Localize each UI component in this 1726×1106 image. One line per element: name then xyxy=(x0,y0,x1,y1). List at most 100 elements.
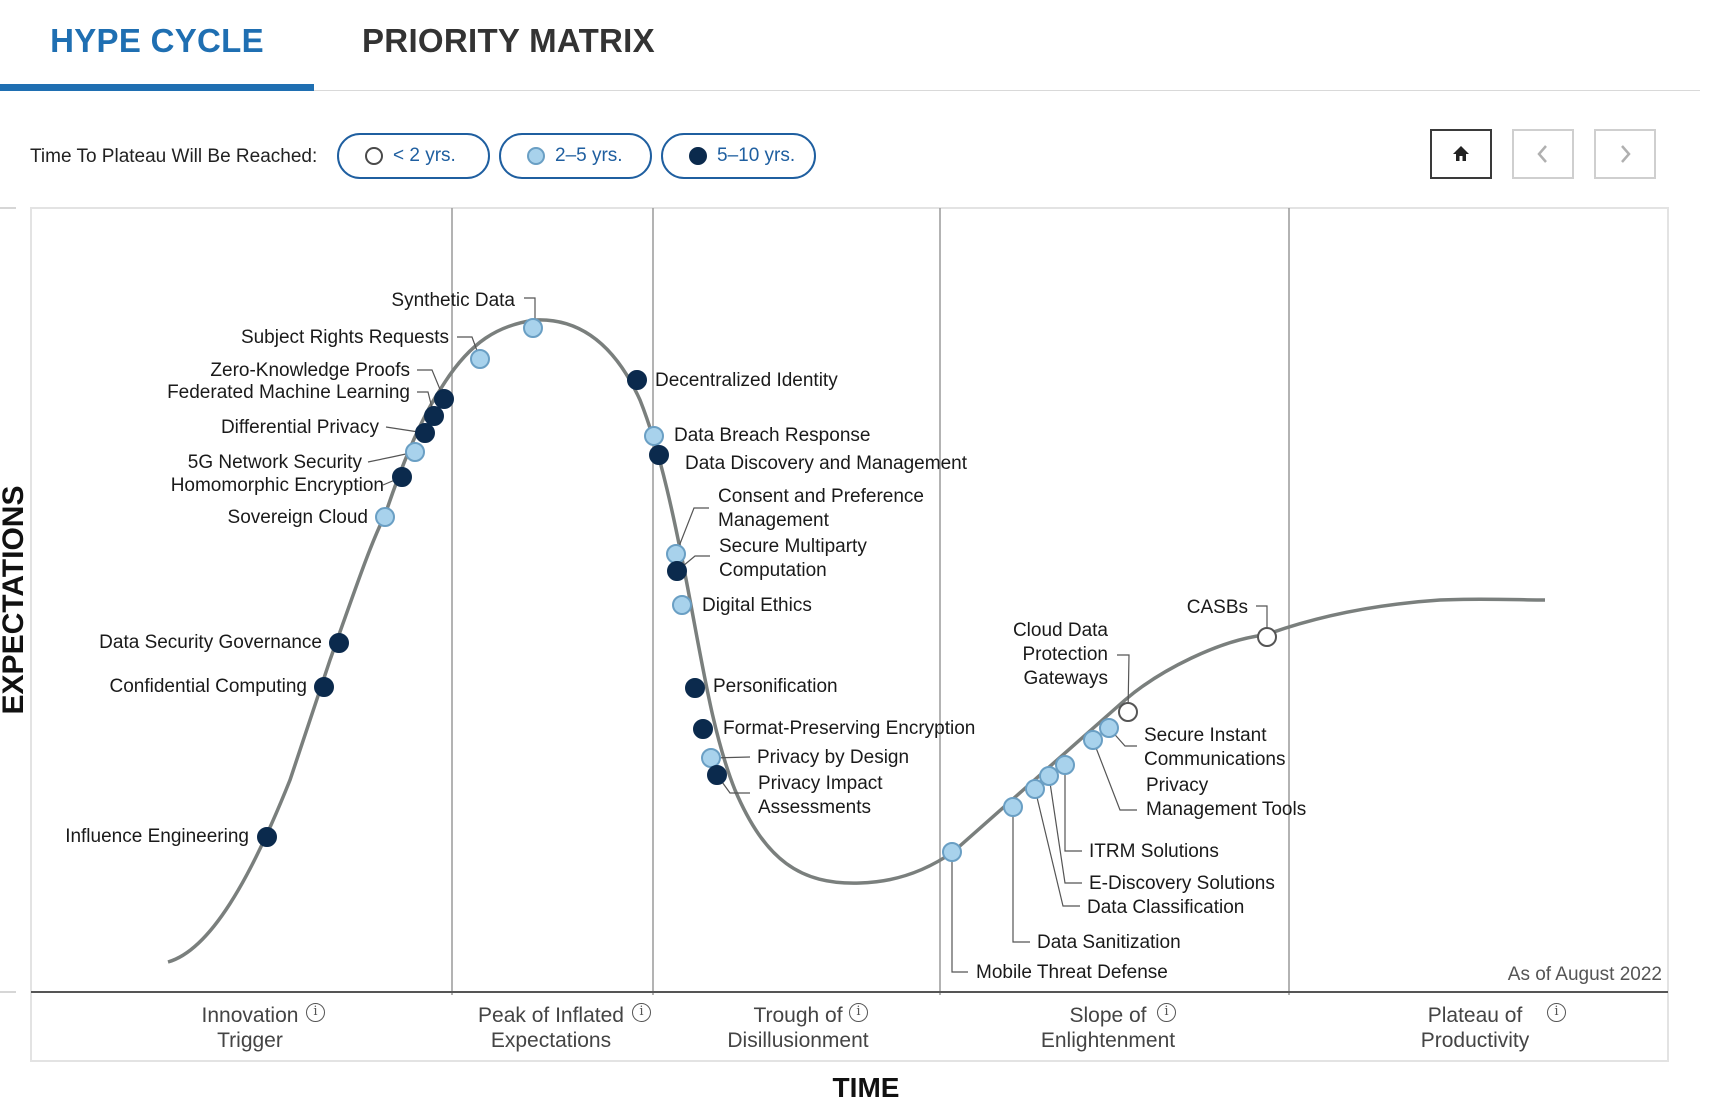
legend-item-label: < 2 yrs. xyxy=(393,145,456,166)
previous-button[interactable] xyxy=(1512,129,1574,179)
label-data-breach-response[interactable]: Data Breach Response xyxy=(674,425,870,446)
marker-privacy-impact-assessments[interactable] xyxy=(707,765,727,785)
y-axis-label: EXPECTATIONS xyxy=(0,485,30,715)
hype-curve xyxy=(167,318,1546,964)
marker-format-preserving-encryption[interactable] xyxy=(693,719,713,739)
leader-line-cloud-data-protection-gateways xyxy=(1117,654,1130,713)
marker-data-breach-response[interactable] xyxy=(644,426,664,446)
info-icon[interactable]: i xyxy=(306,1003,325,1022)
leader-line-e-discovery-solutions xyxy=(1048,775,1082,884)
marker-data-classification[interactable] xyxy=(1025,779,1045,799)
leader-line-zero-knowledge-proofs xyxy=(417,369,445,400)
marker-personification[interactable] xyxy=(685,678,705,698)
chevron-right-icon xyxy=(1621,145,1631,163)
marker-influence-engineering[interactable] xyxy=(257,827,277,847)
marker-data-sanitization[interactable] xyxy=(1003,797,1023,817)
label-e-discovery-solutions[interactable]: E-Discovery Solutions xyxy=(1089,873,1275,894)
label-casbs[interactable]: CASBs xyxy=(1187,597,1248,618)
label-privacy-by-design[interactable]: Privacy by Design xyxy=(757,747,909,768)
legend-filter-2-to-5-years[interactable]: 2–5 yrs. xyxy=(499,133,652,179)
marker-subject-rights-requests[interactable] xyxy=(470,349,490,369)
label-decentralized-identity[interactable]: Decentralized Identity xyxy=(655,370,838,391)
info-icon[interactable]: i xyxy=(632,1003,651,1022)
marker-data-discovery-and-management[interactable] xyxy=(649,445,669,465)
label-privacy-impact-assessments[interactable]: Privacy Impact Assessments xyxy=(758,773,883,818)
marker-e-discovery-solutions[interactable] xyxy=(1039,766,1059,786)
label-cloud-data-protection-gateways[interactable]: Cloud Data Protection Gateways xyxy=(1013,620,1108,689)
phase-label-peak-of-inflated-expectations: Peak of Inflated Expectations xyxy=(478,1004,624,1052)
label-secure-instant-communications[interactable]: Secure Instant Communications xyxy=(1144,725,1286,770)
phase-label-innovation-trigger: Innovation Trigger xyxy=(201,1004,299,1052)
legend-filter-5-to-10-years[interactable]: 5–10 yrs. xyxy=(661,133,816,179)
label-data-security-governance[interactable]: Data Security Governance xyxy=(99,632,322,653)
home-icon xyxy=(1453,146,1469,161)
label-data-classification[interactable]: Data Classification xyxy=(1087,897,1244,918)
label-digital-ethics[interactable]: Digital Ethics xyxy=(702,595,812,616)
white-circle-icon xyxy=(365,147,383,165)
label-homomorphic-encryption[interactable]: Homomorphic Encryption xyxy=(171,475,384,496)
chart-frame xyxy=(30,207,1669,1062)
phase-label-slope-of-enlightenment: Slope of Enlightenment xyxy=(1040,1004,1176,1052)
marker-5g-network-security[interactable] xyxy=(405,442,425,462)
leader-line-itrm-solutions xyxy=(1064,765,1082,852)
info-icon[interactable]: i xyxy=(1157,1003,1176,1022)
marker-consent-and-preference-management[interactable] xyxy=(666,544,686,564)
label-personification[interactable]: Personification xyxy=(713,676,838,697)
label-differential-privacy[interactable]: Differential Privacy xyxy=(221,417,380,438)
label-itrm-solutions[interactable]: ITRM Solutions xyxy=(1089,841,1219,862)
marker-digital-ethics[interactable] xyxy=(672,595,692,615)
label-sovereign-cloud[interactable]: Sovereign Cloud xyxy=(228,507,368,528)
marker-confidential-computing[interactable] xyxy=(314,677,334,697)
marker-privacy-by-design[interactable] xyxy=(701,748,721,768)
label-confidential-computing[interactable]: Confidential Computing xyxy=(109,676,307,697)
marker-casbs[interactable] xyxy=(1257,627,1277,647)
marker-homomorphic-encryption[interactable] xyxy=(392,467,412,487)
leader-line-consent-and-preference-management xyxy=(675,507,709,555)
phase-label-plateau-of-productivity: Plateau of Productivity xyxy=(1420,1004,1530,1052)
marker-secure-instant-communications[interactable] xyxy=(1099,718,1119,738)
label-federated-machine-learning[interactable]: Federated Machine Learning xyxy=(167,382,410,403)
leader-line-synthetic-data xyxy=(524,297,536,328)
label-mobile-threat-defense[interactable]: Mobile Threat Defense xyxy=(976,962,1168,983)
label-format-preserving-encryption[interactable]: Format-Preserving Encryption xyxy=(723,718,975,739)
label-privacy-management-tools[interactable]: Privacy Management Tools xyxy=(1146,775,1306,820)
marker-secure-multiparty-computation[interactable] xyxy=(667,561,687,581)
legend-label: Time To Plateau Will Be Reached: xyxy=(30,146,318,167)
legend-filter-less-than-2-years[interactable]: < 2 yrs. xyxy=(337,133,490,179)
label-influence-engineering[interactable]: Influence Engineering xyxy=(65,826,249,847)
leader-line-data-sanitization xyxy=(1012,807,1030,943)
marker-privacy-management-tools[interactable] xyxy=(1083,730,1103,750)
x-axis-label: TIME xyxy=(832,1072,900,1103)
marker-synthetic-data[interactable] xyxy=(523,318,543,338)
label-5g-network-security[interactable]: 5G Network Security xyxy=(188,452,363,473)
marker-mobile-threat-defense[interactable] xyxy=(942,842,962,862)
next-button[interactable] xyxy=(1594,129,1656,179)
home-button[interactable] xyxy=(1430,129,1492,179)
legend-item-label: 2–5 yrs. xyxy=(555,145,623,166)
marker-decentralized-identity[interactable] xyxy=(627,370,647,390)
marker-itrm-solutions[interactable] xyxy=(1055,755,1075,775)
label-data-discovery-and-management[interactable]: Data Discovery and Management xyxy=(685,453,968,474)
technology-markers: Influence Engineering Confidential Comput… xyxy=(65,290,1306,983)
tab-priority-matrix[interactable]: PRIORITY MATRIX xyxy=(362,22,655,59)
label-synthetic-data[interactable]: Synthetic Data xyxy=(391,290,515,311)
label-data-sanitization[interactable]: Data Sanitization xyxy=(1037,932,1181,953)
label-secure-multiparty-computation[interactable]: Secure Multiparty Computation xyxy=(719,536,867,581)
dark-blue-circle-icon xyxy=(689,147,707,165)
leader-line-casbs xyxy=(1256,605,1268,637)
leader-line-privacy-management-tools xyxy=(1092,739,1137,811)
marker-data-security-governance[interactable] xyxy=(329,633,349,653)
label-zero-knowledge-proofs[interactable]: Zero-Knowledge Proofs xyxy=(210,360,410,381)
view-tabs: HYPE CYCLE PRIORITY MATRIX xyxy=(0,0,1700,91)
tab-hype-cycle[interactable]: HYPE CYCLE xyxy=(0,0,314,91)
info-icon[interactable]: i xyxy=(1547,1003,1566,1022)
marker-zero-knowledge-proofs[interactable] xyxy=(434,389,454,409)
marker-cloud-data-protection-gateways[interactable] xyxy=(1118,702,1138,722)
label-subject-rights-requests[interactable]: Subject Rights Requests xyxy=(241,327,449,348)
marker-federated-machine-learning[interactable] xyxy=(424,406,444,426)
label-consent-and-preference-management[interactable]: Consent and Preference Management xyxy=(718,486,924,531)
marker-sovereign-cloud[interactable] xyxy=(375,507,395,527)
info-icon[interactable]: i xyxy=(849,1003,868,1022)
marker-differential-privacy[interactable] xyxy=(415,423,435,443)
